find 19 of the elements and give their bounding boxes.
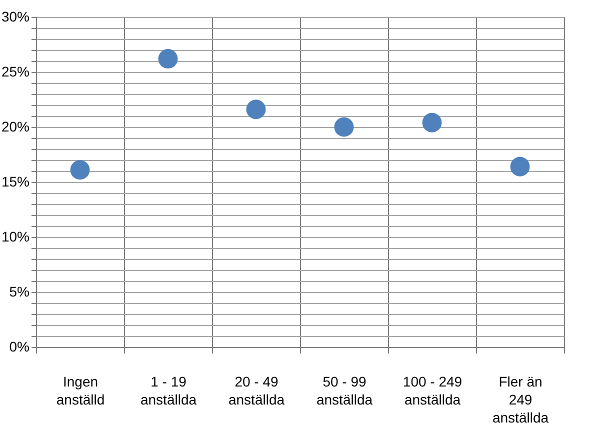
point bbox=[70, 160, 90, 180]
point bbox=[246, 100, 266, 120]
y-tick-label: 25% bbox=[1, 64, 30, 80]
x-tick-label: 50 - 99 anställda bbox=[316, 374, 373, 408]
y-tick-label: 20% bbox=[1, 118, 30, 134]
x-tick-label: 100 - 249 anställda bbox=[402, 374, 462, 408]
y-tick-label: 30% bbox=[1, 8, 30, 24]
y-tick-label: 5% bbox=[9, 284, 30, 300]
y-tick-label: 0% bbox=[9, 338, 30, 354]
x-tick-label: 1 - 19 anställda bbox=[140, 374, 197, 408]
x-tick-label: Ingen anställd bbox=[56, 374, 105, 408]
point bbox=[422, 112, 442, 132]
point bbox=[158, 49, 178, 69]
y-tick-label: 15% bbox=[1, 174, 30, 190]
y-tick-label: 10% bbox=[1, 228, 30, 244]
x-tick-label: 20 - 49 anställda bbox=[228, 374, 285, 408]
x-tick-label: Fler än 249 anställda bbox=[492, 374, 549, 426]
point bbox=[510, 156, 530, 176]
point bbox=[334, 117, 354, 137]
